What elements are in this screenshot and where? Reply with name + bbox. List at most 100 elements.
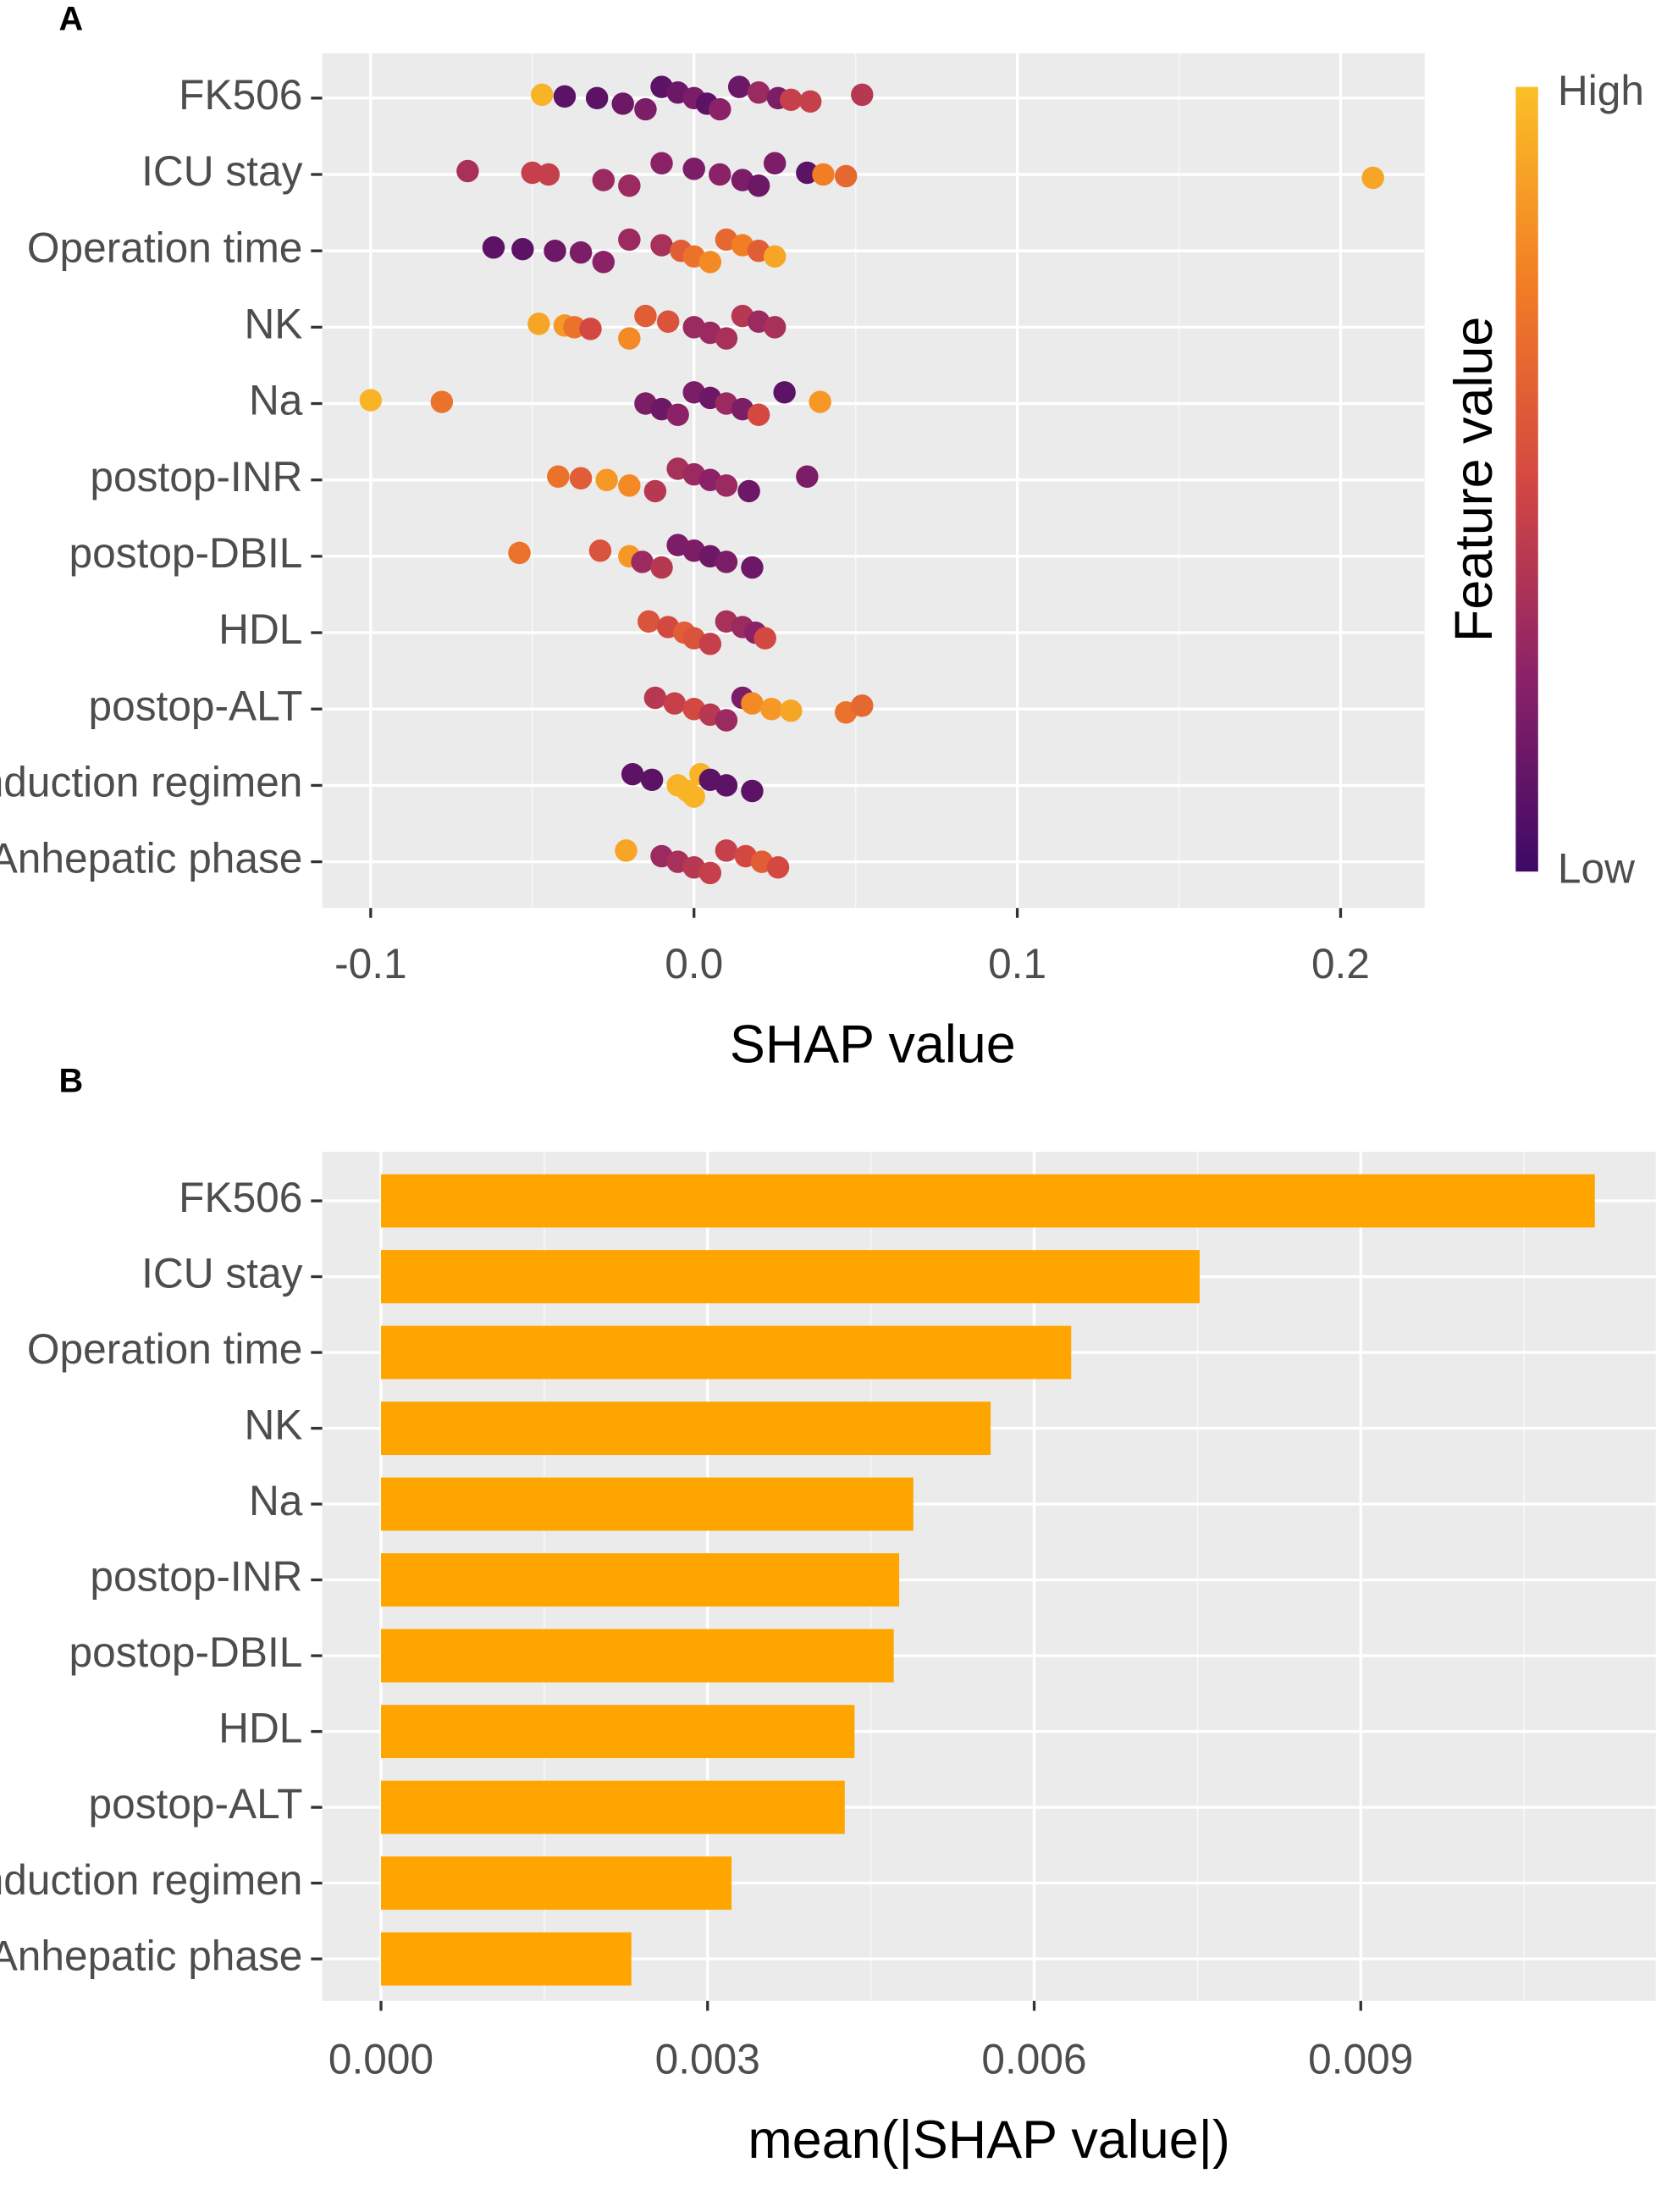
point (715, 839, 738, 862)
point (741, 779, 764, 803)
y-tick-label: Anhepatic phase (0, 835, 302, 882)
point (527, 312, 550, 335)
y-tick-label: Anhepatic phase (0, 1932, 302, 1979)
point (456, 159, 479, 183)
point (634, 97, 657, 121)
point (780, 699, 803, 722)
bar (381, 1250, 1200, 1303)
x-tick-label: 0.006 (981, 2036, 1086, 2083)
point (698, 861, 722, 885)
y-tick-label: NK (244, 300, 302, 347)
x-tick-label: 0.000 (328, 2036, 433, 2083)
colorbar-title: Feature value (1444, 317, 1504, 642)
point (682, 785, 705, 808)
point (812, 163, 835, 186)
point (760, 698, 783, 721)
y-tick-label: postop-ALT (89, 1780, 303, 1828)
point (547, 465, 570, 488)
point (588, 539, 612, 562)
point (511, 237, 534, 261)
y-tick-label: ICU stay (141, 147, 302, 195)
colorbar-high-label: High (1558, 67, 1644, 114)
point (521, 161, 544, 185)
point (618, 228, 641, 252)
point (634, 304, 657, 328)
point (595, 468, 618, 491)
point (592, 169, 615, 191)
point (809, 390, 831, 413)
point (359, 389, 383, 412)
point (638, 610, 660, 633)
y-tick-label: Induction regimen (0, 1856, 302, 1904)
bar (381, 1325, 1072, 1380)
point (747, 174, 770, 197)
point (618, 174, 641, 197)
point (553, 85, 577, 108)
y-tick-label: postop-DBIL (69, 1629, 303, 1676)
point (682, 158, 705, 180)
point (615, 839, 638, 862)
x-axis-title: mean(|SHAP value|) (748, 2110, 1230, 2170)
point (798, 90, 822, 113)
bar (381, 1402, 991, 1456)
y-tick-label: FK506 (179, 1174, 302, 1221)
y-tick-label: postop-INR (90, 1553, 302, 1601)
x-axis-title: SHAP value (730, 1015, 1016, 1074)
point (780, 88, 803, 112)
point (698, 633, 722, 655)
point (715, 709, 738, 732)
point (569, 241, 593, 264)
point (656, 310, 680, 333)
point (640, 768, 664, 792)
point (796, 465, 819, 488)
point (618, 327, 641, 350)
point (763, 152, 787, 175)
point (666, 403, 689, 427)
point (643, 686, 667, 710)
point (753, 627, 776, 650)
point (851, 83, 874, 107)
y-tick-label: NK (244, 1402, 302, 1449)
point (563, 316, 586, 339)
y-tick-label: postop-INR (90, 453, 302, 500)
bar (381, 1477, 914, 1531)
point (650, 234, 673, 257)
point (766, 855, 790, 879)
point (715, 327, 738, 350)
point (747, 403, 770, 427)
bar (381, 1780, 845, 1834)
bar (381, 1932, 632, 1986)
colorbar-low-label: Low (1558, 844, 1635, 892)
y-tick-label: HDL (218, 606, 302, 653)
y-tick-label: Operation time (27, 1325, 302, 1373)
point (709, 97, 731, 121)
point (482, 235, 505, 259)
point (851, 694, 874, 717)
point (621, 762, 644, 786)
point (1361, 166, 1384, 190)
point (544, 239, 566, 263)
point (715, 474, 738, 497)
colorbar (1515, 86, 1538, 872)
point (579, 318, 602, 340)
y-tick-label: Induction regimen (0, 759, 302, 806)
x-tick-label: 0.009 (1308, 2036, 1413, 2083)
point (715, 550, 738, 573)
point (650, 152, 673, 175)
point (611, 92, 634, 115)
x-tick-label: 0.2 (1311, 940, 1370, 987)
point (663, 692, 687, 715)
y-tick-label: FK506 (179, 71, 302, 119)
bar (381, 1856, 732, 1911)
x-tick-label: 0.003 (655, 2036, 760, 2083)
point (715, 774, 738, 797)
point (530, 83, 554, 107)
point (796, 161, 819, 185)
point (741, 556, 764, 579)
x-tick-label: 0.0 (665, 940, 723, 987)
point (834, 164, 858, 188)
point (643, 479, 667, 503)
x-tick-label: -0.1 (334, 940, 407, 987)
point (763, 316, 787, 339)
